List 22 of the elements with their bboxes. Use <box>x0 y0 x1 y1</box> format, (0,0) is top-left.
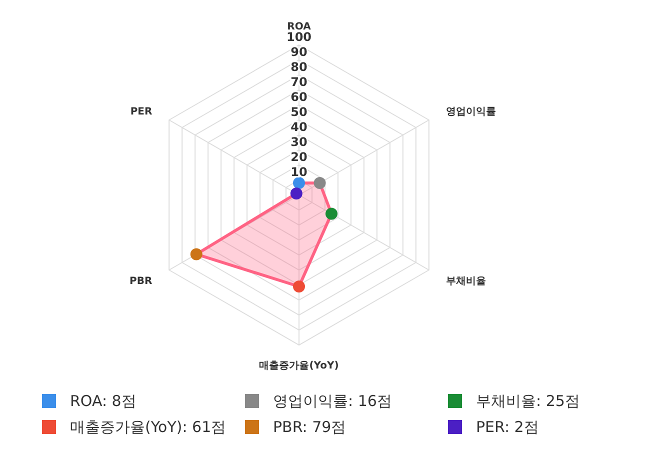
text: PER: 2점 <box>476 418 539 436</box>
text: ROA: 8점 <box>70 392 136 410</box>
spoke-label: ROA <box>287 22 312 32</box>
y-tick-label: 50 <box>290 105 308 119</box>
text: PBR: 79점 <box>273 418 346 436</box>
y-tick-label: 30 <box>290 135 308 149</box>
spoke-label: PBR <box>130 276 153 287</box>
y-tick-label: 60 <box>290 90 308 104</box>
y-tick-label: 90 <box>290 45 308 59</box>
y-tick-label: 40 <box>290 120 308 134</box>
spoke-label: PER <box>130 106 152 118</box>
spoke-label: 영업이익률 <box>446 106 496 118</box>
y-tick-label: 20 <box>290 150 308 164</box>
spoke-label: 매출증가율(YoY) <box>259 360 339 372</box>
y-tick-label: 10 <box>290 165 308 179</box>
text: 영업이익률: 16점 <box>273 392 392 410</box>
y-tick-label: 100 <box>286 30 312 44</box>
text: 매출증가율(YoY): 61점 <box>70 418 226 436</box>
spoke-label: 부채비율 <box>446 276 486 287</box>
y-tick-label: 80 <box>290 60 308 74</box>
y-tick-label: 70 <box>290 75 308 89</box>
text: 부채비율: 25점 <box>476 392 580 410</box>
